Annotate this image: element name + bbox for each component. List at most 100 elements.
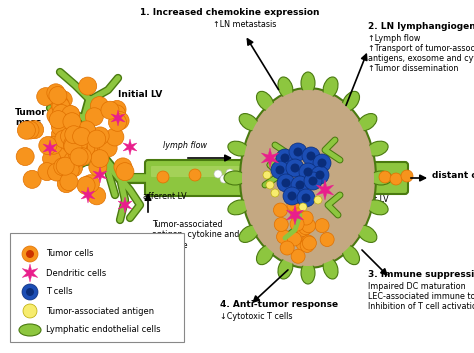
Circle shape bbox=[64, 151, 82, 169]
Circle shape bbox=[307, 151, 316, 161]
Ellipse shape bbox=[367, 200, 388, 215]
Circle shape bbox=[273, 203, 287, 217]
Text: Tumor-associated
antigen, cytokine and
exosome: Tumor-associated antigen, cytokine and e… bbox=[152, 220, 239, 250]
Circle shape bbox=[68, 144, 86, 162]
Circle shape bbox=[275, 166, 284, 174]
Circle shape bbox=[47, 107, 65, 125]
Circle shape bbox=[79, 77, 97, 95]
Circle shape bbox=[277, 174, 295, 192]
Ellipse shape bbox=[342, 245, 359, 265]
Ellipse shape bbox=[301, 72, 315, 94]
Text: ↑Transport of tumor-associated: ↑Transport of tumor-associated bbox=[368, 44, 474, 53]
Text: antigens, exosome and cytokine: antigens, exosome and cytokine bbox=[368, 54, 474, 63]
Circle shape bbox=[99, 139, 117, 157]
Circle shape bbox=[64, 137, 82, 155]
Ellipse shape bbox=[367, 141, 388, 156]
Circle shape bbox=[289, 143, 307, 161]
Circle shape bbox=[61, 127, 79, 145]
Circle shape bbox=[77, 176, 95, 195]
Circle shape bbox=[111, 112, 129, 130]
Circle shape bbox=[296, 222, 310, 237]
Circle shape bbox=[43, 150, 61, 168]
Text: lymph flow: lymph flow bbox=[163, 141, 207, 150]
Circle shape bbox=[189, 169, 201, 181]
Circle shape bbox=[47, 84, 65, 102]
Circle shape bbox=[291, 249, 305, 263]
Polygon shape bbox=[93, 167, 107, 183]
Circle shape bbox=[114, 158, 132, 176]
Circle shape bbox=[23, 304, 37, 318]
Circle shape bbox=[65, 125, 83, 143]
Circle shape bbox=[290, 217, 304, 231]
Circle shape bbox=[263, 171, 271, 179]
Circle shape bbox=[309, 176, 318, 185]
Ellipse shape bbox=[242, 90, 374, 266]
Circle shape bbox=[63, 132, 81, 150]
Circle shape bbox=[49, 86, 67, 104]
Circle shape bbox=[73, 148, 91, 166]
Circle shape bbox=[311, 166, 329, 184]
Circle shape bbox=[51, 118, 69, 136]
Circle shape bbox=[61, 133, 79, 151]
Text: 2. LN lymphangiogenesis: 2. LN lymphangiogenesis bbox=[368, 22, 474, 31]
Circle shape bbox=[49, 110, 67, 128]
Circle shape bbox=[56, 157, 74, 175]
Circle shape bbox=[302, 236, 317, 250]
Text: afferent LV: afferent LV bbox=[143, 192, 187, 201]
Text: T cells: T cells bbox=[46, 287, 73, 297]
Polygon shape bbox=[111, 110, 125, 126]
Circle shape bbox=[296, 237, 310, 251]
Text: Tumor-associated antigen: Tumor-associated antigen bbox=[46, 306, 154, 316]
Circle shape bbox=[62, 138, 80, 156]
Circle shape bbox=[315, 219, 329, 233]
Circle shape bbox=[91, 142, 109, 160]
Circle shape bbox=[281, 154, 290, 162]
Text: Tumor
mass: Tumor mass bbox=[15, 108, 47, 127]
Ellipse shape bbox=[278, 258, 293, 279]
Ellipse shape bbox=[239, 225, 259, 243]
Circle shape bbox=[301, 193, 310, 203]
Circle shape bbox=[85, 108, 103, 126]
Ellipse shape bbox=[323, 77, 338, 98]
Text: ↑LN metastasis: ↑LN metastasis bbox=[213, 20, 276, 29]
FancyBboxPatch shape bbox=[368, 162, 408, 194]
Circle shape bbox=[89, 158, 107, 176]
Ellipse shape bbox=[256, 91, 273, 111]
Circle shape bbox=[61, 146, 79, 164]
Circle shape bbox=[62, 106, 80, 124]
Text: 1. Increased chemokine expression: 1. Increased chemokine expression bbox=[140, 8, 320, 17]
Circle shape bbox=[108, 105, 126, 123]
Text: distant organs: distant organs bbox=[432, 170, 474, 179]
Circle shape bbox=[295, 180, 304, 190]
Circle shape bbox=[88, 130, 106, 148]
Circle shape bbox=[299, 163, 317, 181]
Circle shape bbox=[51, 125, 69, 143]
Text: LEC-associated immune tolerance: LEC-associated immune tolerance bbox=[368, 292, 474, 301]
Circle shape bbox=[304, 172, 322, 190]
Circle shape bbox=[69, 145, 87, 163]
Circle shape bbox=[91, 97, 109, 115]
Circle shape bbox=[296, 221, 310, 235]
Ellipse shape bbox=[370, 171, 392, 185]
Circle shape bbox=[80, 139, 98, 157]
Circle shape bbox=[299, 203, 307, 211]
Circle shape bbox=[401, 170, 413, 182]
Circle shape bbox=[60, 173, 78, 191]
Circle shape bbox=[318, 158, 327, 168]
Circle shape bbox=[26, 250, 34, 258]
Circle shape bbox=[106, 128, 124, 146]
Circle shape bbox=[287, 232, 301, 246]
FancyBboxPatch shape bbox=[145, 160, 248, 196]
Circle shape bbox=[379, 171, 391, 183]
Ellipse shape bbox=[239, 114, 259, 131]
Text: ↑Tumor dissemination: ↑Tumor dissemination bbox=[368, 64, 458, 73]
Circle shape bbox=[22, 284, 38, 300]
Circle shape bbox=[61, 106, 79, 124]
Ellipse shape bbox=[256, 245, 273, 265]
Ellipse shape bbox=[240, 88, 376, 268]
Circle shape bbox=[23, 170, 41, 189]
Polygon shape bbox=[316, 180, 334, 200]
Circle shape bbox=[293, 148, 302, 156]
Text: efferent LV: efferent LV bbox=[345, 195, 389, 204]
Ellipse shape bbox=[224, 171, 246, 185]
